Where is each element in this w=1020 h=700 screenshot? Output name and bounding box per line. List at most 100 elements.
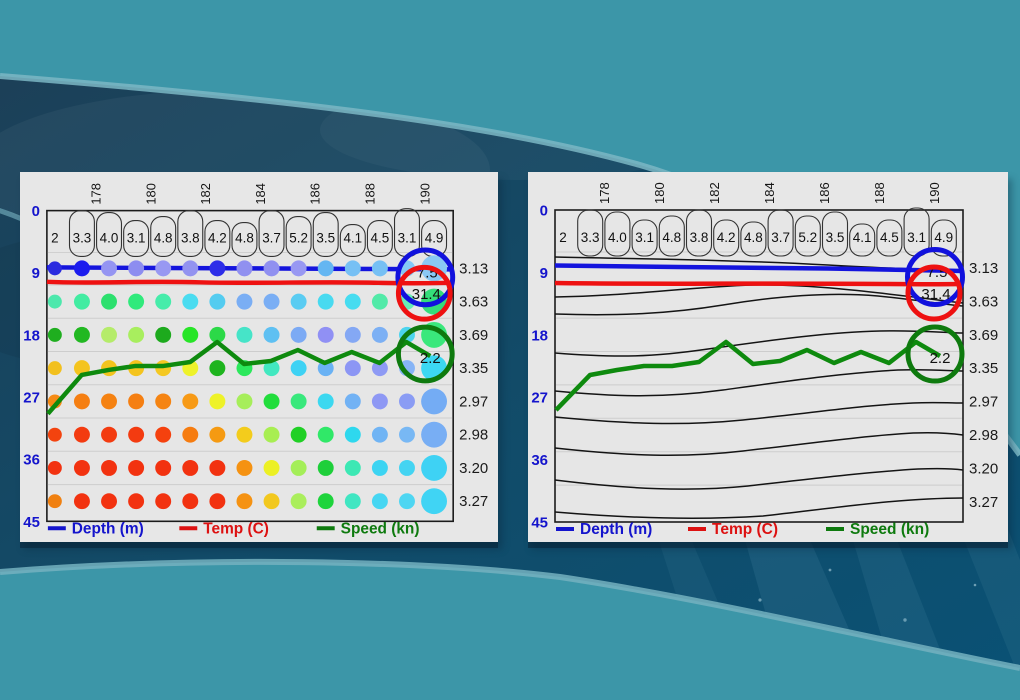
right-axis-label: 3.20	[459, 460, 488, 477]
bubble	[263, 360, 280, 377]
bubble	[209, 493, 226, 510]
right-axis-label: 3.20	[969, 460, 998, 477]
bubble	[290, 293, 307, 310]
bubble	[399, 426, 415, 443]
wave-rim-bottom	[0, 558, 1020, 671]
bubble	[344, 360, 361, 377]
depth-axis-label: 36	[531, 452, 548, 469]
value-capsule	[177, 210, 204, 257]
bubble	[209, 326, 226, 343]
depth-axis-label: 27	[531, 390, 548, 407]
x-tick-label: 178	[597, 182, 612, 204]
bubble	[47, 261, 62, 276]
bubble	[236, 493, 253, 510]
bubble	[263, 459, 280, 476]
contour-line	[554, 497, 964, 520]
bubble	[155, 393, 172, 410]
temp-line	[46, 279, 454, 286]
value-capsule	[821, 211, 849, 257]
column-value: 2	[559, 230, 567, 245]
column-value: 4.8	[744, 230, 763, 245]
bubble	[317, 293, 334, 310]
bubble	[421, 488, 448, 515]
value-capsule	[96, 212, 123, 257]
column-value: 3.3	[73, 230, 92, 245]
right-axis-label: 3.13	[969, 260, 998, 277]
column-value: 3.8	[181, 230, 200, 245]
depth-axis-label: 0	[32, 203, 40, 220]
bubble	[182, 426, 199, 443]
bubble	[290, 493, 307, 510]
bubble	[371, 360, 388, 377]
speed-line	[554, 339, 942, 412]
bubble	[344, 393, 361, 410]
right-axis-label: 2.98	[969, 427, 998, 444]
bubble	[371, 459, 388, 476]
bubble	[290, 360, 307, 377]
column-value: 4.0	[100, 230, 119, 245]
column-value: 4.8	[662, 230, 681, 245]
bubble	[128, 493, 145, 510]
depth-axis-label: 27	[23, 390, 40, 407]
bubble	[101, 260, 117, 277]
bubble	[317, 493, 334, 510]
column-value: 4.8	[154, 230, 173, 245]
column-value: 3.1	[635, 230, 654, 245]
column-value: 3.5	[316, 230, 335, 245]
value-capsule	[577, 209, 604, 257]
depth-axis-label: 0	[540, 203, 548, 220]
bubble	[371, 393, 388, 410]
bubble	[421, 388, 448, 415]
contour-line	[554, 432, 964, 457]
contour-line	[554, 467, 964, 490]
bubble	[421, 421, 448, 448]
column-value: 4.5	[371, 230, 390, 245]
bubble	[263, 426, 280, 443]
right-axis-label: 3.35	[459, 360, 488, 377]
bubble	[209, 393, 226, 410]
contour-chart-panel: 178 180 182 184 186 188 190 2 3.3 4.0 3.1 4.8 3.8 4.2…	[528, 172, 1008, 542]
column-value: 4.1	[343, 230, 362, 245]
depth-axis-label: 9	[540, 265, 548, 282]
legend-label: Speed (kn)	[341, 520, 420, 537]
temp-line	[554, 280, 964, 287]
bubble	[73, 426, 90, 443]
value-capsule	[150, 216, 177, 257]
bubble	[371, 426, 388, 443]
bubble	[236, 426, 253, 443]
bubble	[344, 260, 361, 277]
plot-area	[554, 209, 964, 523]
right-axis-label: 3.69	[459, 327, 488, 344]
column-value: 4.2	[717, 230, 736, 245]
bubble	[344, 426, 361, 443]
bubble	[317, 393, 334, 410]
bubble	[399, 393, 415, 410]
value-capsule	[604, 211, 631, 257]
bubble	[128, 459, 145, 476]
speed-callout-circle	[905, 324, 965, 384]
bubble	[236, 326, 253, 343]
bubble	[182, 293, 199, 310]
column-value: 2	[51, 230, 58, 245]
bubble	[47, 494, 62, 509]
value-capsule	[713, 219, 740, 257]
bubble	[209, 426, 226, 443]
bubble	[344, 326, 361, 343]
bubble	[421, 454, 448, 481]
bubble	[73, 326, 90, 343]
bubble	[128, 393, 145, 410]
bubble	[263, 393, 280, 410]
bubble	[236, 260, 253, 277]
bubble	[209, 360, 226, 377]
bubble	[101, 426, 117, 443]
value-capsule	[849, 223, 876, 257]
value-capsule	[258, 210, 285, 257]
bubble	[290, 260, 307, 277]
x-tick-label: 184	[253, 183, 268, 205]
value-capsule	[339, 224, 366, 257]
bubble-chart-panel: 178 180 182 184 186 188 190 2 3.3 4.0 3.1 4.8 3.8 4.2…	[20, 172, 498, 542]
bubble	[47, 294, 62, 309]
bubble	[73, 293, 90, 310]
